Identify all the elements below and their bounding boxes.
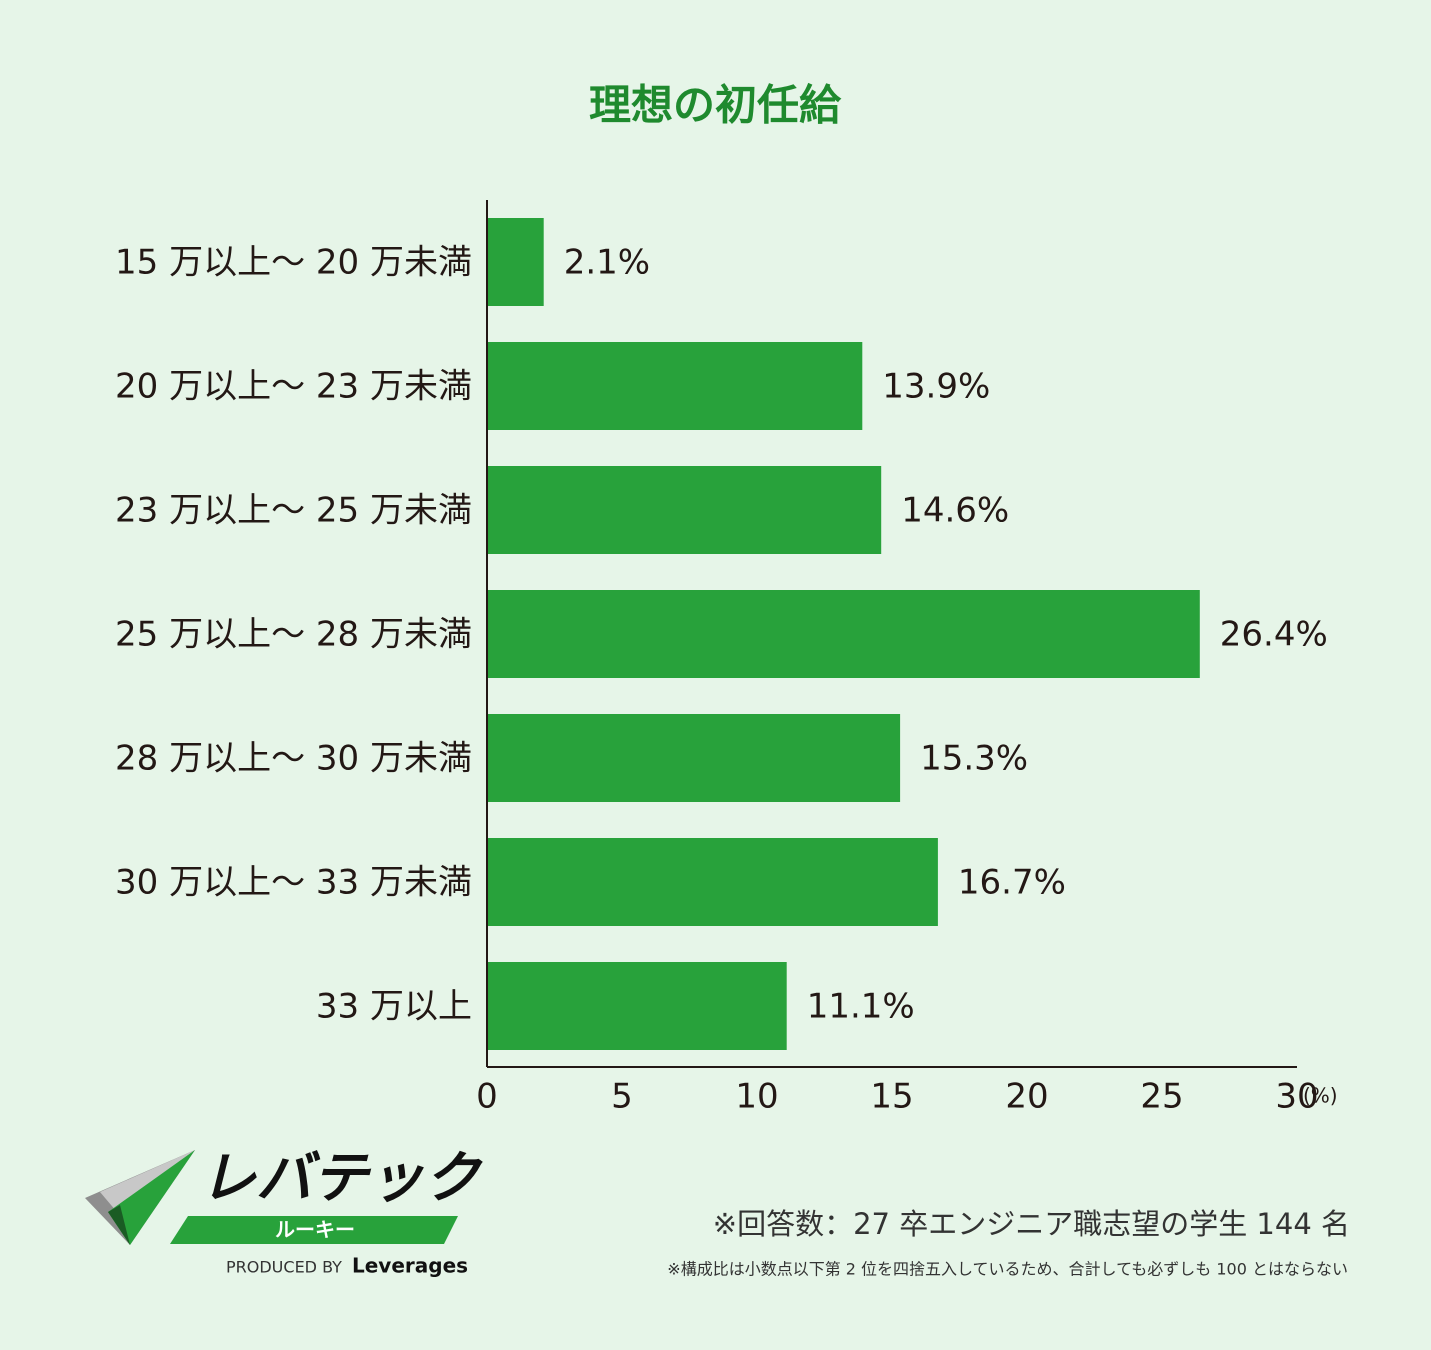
bar <box>487 714 901 802</box>
bar <box>487 342 863 430</box>
y-tick-label: 30 万以上〜 33 万未満 <box>115 863 472 903</box>
footnote: ※構成比は小数点以下第 2 位を四捨五入しているため、合計しても必ずしも 100… <box>667 1260 1348 1279</box>
y-tick-label: 20 万以上〜 23 万未満 <box>115 367 472 407</box>
data-label: 26.4% <box>1220 615 1328 655</box>
x-tick-label: 20 <box>1005 1077 1048 1117</box>
x-tick-label: 0 <box>476 1077 498 1117</box>
logo-name: レバテック <box>200 1146 483 1211</box>
data-label: 2.1% <box>564 243 650 283</box>
x-tick-label: 30 <box>1275 1077 1318 1117</box>
data-label: 13.9% <box>882 367 990 407</box>
data-label: 14.6% <box>901 491 1009 531</box>
x-tick-label: 5 <box>611 1077 633 1117</box>
logo-shape <box>108 1150 195 1245</box>
logo-shape <box>108 1205 130 1245</box>
x-axis-unit: (%) <box>1303 1084 1338 1108</box>
x-tick-label: 15 <box>870 1077 913 1117</box>
y-tick-label: 25 万以上〜 28 万未満 <box>115 615 472 655</box>
y-tick-label: 33 万以上 <box>316 987 472 1027</box>
bar <box>487 962 787 1050</box>
x-tick-label: 25 <box>1140 1077 1183 1117</box>
logo-produced: PRODUCED BY <box>226 1258 342 1277</box>
logo-brand: Leverages <box>352 1254 468 1278</box>
data-label: 15.3% <box>920 739 1028 779</box>
x-tick-label: 10 <box>735 1077 778 1117</box>
logo: レバテック ルーキー PRODUCED BY Leverages <box>85 1146 483 1278</box>
y-tick-label: 28 万以上〜 30 万未満 <box>115 739 472 779</box>
logo-band <box>170 1216 458 1244</box>
bar <box>487 218 544 306</box>
chart-title: 理想の初任給 <box>589 81 842 130</box>
bar <box>487 838 938 926</box>
y-tick-label: 23 万以上〜 25 万未満 <box>115 491 472 531</box>
data-label: 11.1% <box>807 987 915 1027</box>
footnote: ※回答数：27 卒エンジニア職志望の学生 144 名 <box>713 1207 1350 1241</box>
data-label: 16.7% <box>958 863 1066 903</box>
bar <box>487 590 1200 678</box>
bar <box>487 466 882 554</box>
logo-sub: ルーキー <box>275 1218 355 1242</box>
y-tick-label: 15 万以上〜 20 万未満 <box>115 243 472 283</box>
